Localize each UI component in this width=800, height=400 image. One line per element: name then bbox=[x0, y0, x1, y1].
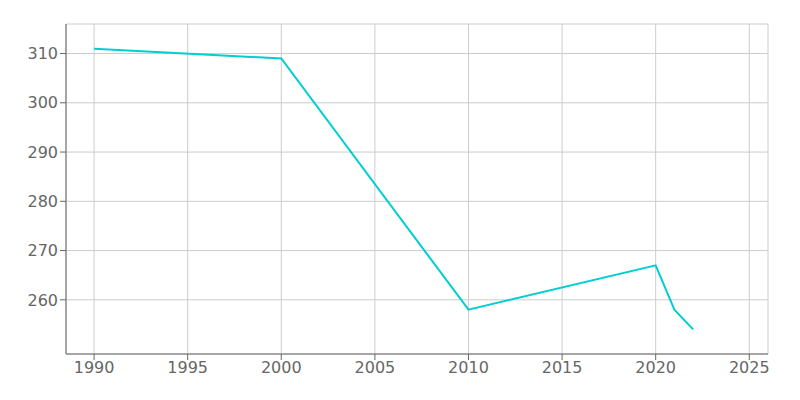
svg-text:2005: 2005 bbox=[355, 358, 396, 377]
svg-text:2010: 2010 bbox=[448, 358, 489, 377]
svg-text:1995: 1995 bbox=[167, 358, 208, 377]
svg-text:280: 280 bbox=[27, 192, 58, 211]
svg-text:2020: 2020 bbox=[635, 358, 676, 377]
svg-text:300: 300 bbox=[27, 93, 58, 112]
svg-text:310: 310 bbox=[27, 44, 58, 63]
svg-text:260: 260 bbox=[27, 291, 58, 310]
svg-text:270: 270 bbox=[27, 241, 58, 260]
svg-text:1990: 1990 bbox=[74, 358, 115, 377]
svg-text:2000: 2000 bbox=[261, 358, 302, 377]
svg-text:2015: 2015 bbox=[542, 358, 583, 377]
svg-text:290: 290 bbox=[27, 143, 58, 162]
svg-text:2025: 2025 bbox=[729, 358, 770, 377]
